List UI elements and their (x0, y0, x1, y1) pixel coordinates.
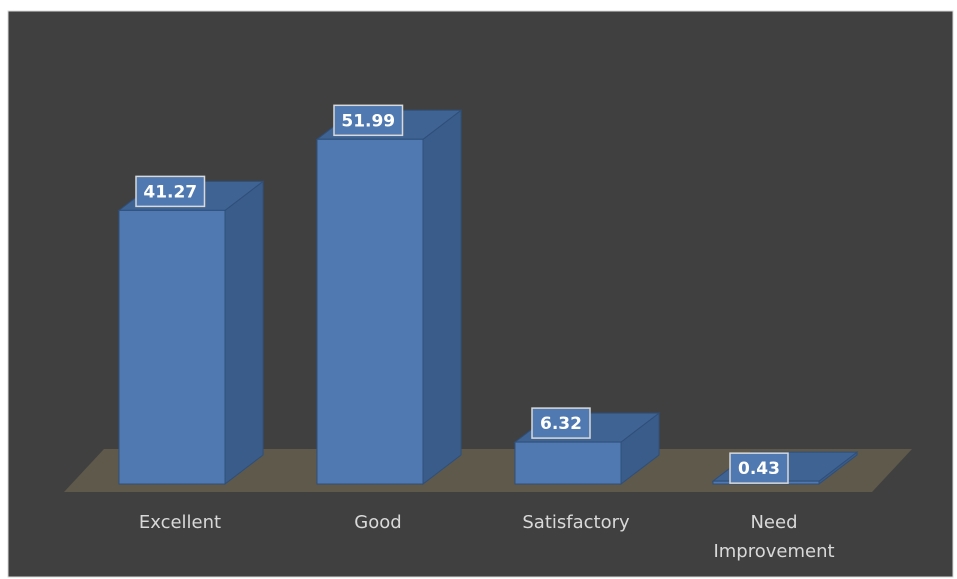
bar-side (422, 109, 462, 486)
data-label: 41.27 (143, 182, 197, 202)
bars-group: 41.27 51.99 6.32 0.43 (117, 104, 859, 486)
x-tick-label: Improvement (713, 541, 834, 562)
bar-side (224, 180, 264, 486)
bar-group: 51.99 (315, 104, 463, 486)
data-label-box (135, 175, 206, 208)
data-label-box (729, 452, 789, 484)
x-tick-label: Need (750, 512, 797, 533)
bar (118, 209, 226, 485)
x-tick-label: Satisfactory (522, 512, 630, 533)
data-label: 0.43 (738, 459, 780, 479)
bar (316, 138, 424, 485)
data-label-box (531, 407, 591, 439)
data-label: 6.32 (540, 414, 582, 434)
data-label-box (333, 104, 404, 137)
data-label: 51.99 (341, 111, 395, 131)
x-tick-label: Good (354, 512, 401, 533)
bar-group: 41.27 (117, 175, 265, 486)
bar (514, 441, 622, 485)
bar-group: 0.43 (711, 451, 859, 486)
bar-group: 6.32 (513, 407, 661, 486)
chart-floor (64, 449, 912, 492)
x-tick-label: Excellent (139, 512, 221, 533)
x-axis-labels: Excellent Good Satisfactory Need Improvement (139, 512, 835, 562)
